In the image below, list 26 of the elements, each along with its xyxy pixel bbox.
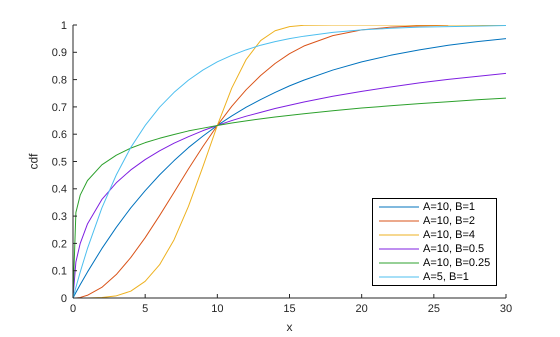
y-tick-label: 0.9: [52, 47, 67, 60]
legend-label: A=10, B=4: [423, 228, 475, 242]
x-tick-label: 30: [500, 302, 512, 315]
y-tick-label: 0.7: [52, 102, 67, 114]
legend-label: A=10, B=1: [423, 200, 475, 214]
y-tick-label: 1: [60, 20, 67, 32]
y-tick-label: 0.4: [52, 184, 67, 196]
y-tick-label: 0: [60, 292, 67, 305]
x-tick-label: 25: [428, 302, 440, 315]
x-tick-label: 0: [70, 302, 76, 315]
x-tick-label: 5: [142, 302, 148, 315]
y-tick-label: 0.3: [52, 211, 67, 224]
y-tick-label: 0.6: [52, 129, 67, 142]
legend-label: A=10, B=2: [423, 214, 475, 228]
legend-label: A=5, B=1: [423, 270, 469, 284]
y-tick-label: 0.8: [52, 74, 67, 87]
legend-label: A=10, B=0.25: [423, 256, 490, 270]
x-tick-label: 15: [283, 302, 296, 315]
x-tick-label: 10: [211, 302, 224, 315]
x-axis-title: x: [286, 320, 292, 334]
y-axis-title: cdf: [26, 152, 40, 170]
x-tick-label: 20: [356, 302, 368, 315]
y-tick-label: 0.5: [52, 156, 67, 168]
legend-label: A=10, B=0.5: [423, 242, 484, 256]
y-tick-label: 0.1: [52, 266, 67, 278]
y-tick-label: 0.2: [52, 238, 67, 250]
